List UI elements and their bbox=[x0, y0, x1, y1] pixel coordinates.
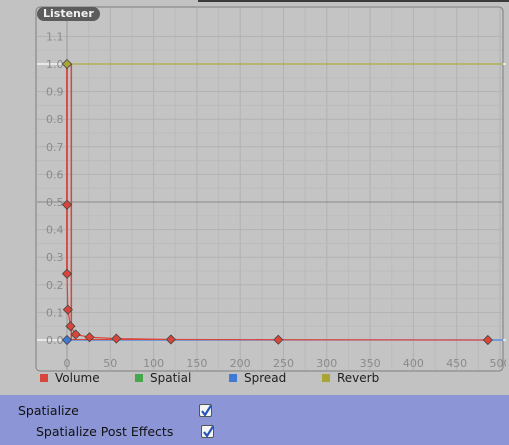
plot-frame bbox=[35, 6, 504, 372]
reverb-swatch bbox=[322, 374, 330, 382]
x-tick-label: 450 bbox=[446, 357, 467, 370]
volume-key-point bbox=[62, 304, 73, 315]
legend-label-spatial: Spatial bbox=[150, 371, 192, 385]
y-tick-label: 1.0 bbox=[46, 58, 64, 71]
checkmark-icon bbox=[201, 404, 212, 417]
top-strip bbox=[0, 0, 509, 4]
spread-swatch bbox=[229, 374, 237, 382]
x-tick-label: 200 bbox=[230, 357, 251, 370]
y-tick-label: 0.2 bbox=[46, 279, 64, 292]
legend-item-spread[interactable]: Spread bbox=[229, 371, 286, 385]
volume-key-point bbox=[111, 333, 122, 344]
y-tick-label: 0.1 bbox=[46, 306, 64, 319]
y-tick-label: 0.6 bbox=[46, 168, 64, 181]
listener-label: Listener bbox=[37, 7, 100, 21]
volume-key-point bbox=[61, 199, 73, 210]
spatialize-post-effects-checkbox[interactable] bbox=[201, 425, 214, 438]
legend-label-reverb: Reverb bbox=[337, 371, 380, 385]
reverb-key-point bbox=[61, 58, 73, 70]
x-tick-label: 250 bbox=[273, 357, 294, 370]
x-tick-label: 500 bbox=[490, 357, 507, 370]
spatialize-post-effects-label: Spatialize Post Effects bbox=[36, 424, 174, 439]
legend-item-spatial[interactable]: Spatial bbox=[135, 371, 191, 385]
x-tick-label: 100 bbox=[143, 357, 164, 370]
legend-item-volume[interactable]: Volume bbox=[40, 371, 100, 385]
y-tick-label: 0.3 bbox=[46, 251, 64, 264]
volume-key-point bbox=[165, 334, 176, 345]
spatialize-checkbox[interactable] bbox=[199, 404, 212, 417]
spatialize-row: Spatialize bbox=[0, 400, 509, 420]
volume-key-point bbox=[84, 332, 95, 343]
rolloff-graph-panel[interactable]: 0.0 0.1 0.2 0.3 0.4 0.5 0.6 0.7 0.8 0.9 1.0 1.1 0 50 1… bbox=[33, 3, 506, 392]
y-tick-label: 0.9 bbox=[46, 86, 64, 99]
x-tick-label: 150 bbox=[186, 357, 207, 370]
volume-key-point bbox=[65, 321, 76, 332]
x-tick-label: 400 bbox=[403, 357, 424, 370]
y-tick-label: 0.0 bbox=[46, 334, 64, 347]
spatialize-settings-panel: Spatialize Spatialize Post Effects bbox=[0, 395, 509, 445]
y-tick-label: 0.5 bbox=[46, 196, 64, 209]
y-tick-label: 1.1 bbox=[46, 30, 64, 43]
x-tick-label: 0 bbox=[64, 357, 71, 370]
y-tick-label: 0.8 bbox=[46, 113, 64, 126]
volume-key-point bbox=[61, 268, 73, 279]
spatial-swatch bbox=[135, 374, 143, 382]
volume-key-point bbox=[273, 334, 284, 345]
legend-item-reverb[interactable]: Reverb bbox=[322, 371, 379, 385]
legend-label-spread: Spread bbox=[244, 371, 287, 385]
x-tick-label: 300 bbox=[316, 357, 337, 370]
rolloff-graph[interactable]: 0.0 0.1 0.2 0.3 0.4 0.5 0.6 0.7 0.8 0.9 1.0 1.1 0 50 1… bbox=[33, 3, 506, 392]
legend-label-volume: Volume bbox=[55, 371, 100, 385]
x-tick-label: 350 bbox=[360, 357, 381, 370]
top-divider bbox=[198, 0, 509, 2]
spatialize-post-effects-row: Spatialize Post Effects bbox=[0, 421, 509, 441]
y-tick-label: 0.7 bbox=[46, 141, 64, 154]
volume-swatch bbox=[40, 374, 48, 382]
volume-key-point bbox=[70, 329, 81, 340]
x-tick-label: 50 bbox=[103, 357, 117, 370]
volume-key-point bbox=[482, 334, 493, 346]
legend: Volume Spatial Spread Reverb bbox=[40, 371, 500, 387]
checkmark-icon bbox=[203, 425, 214, 438]
spread-key-point bbox=[61, 334, 73, 346]
spatialize-label: Spatialize bbox=[18, 403, 79, 418]
y-tick-label: 0.4 bbox=[46, 224, 64, 237]
